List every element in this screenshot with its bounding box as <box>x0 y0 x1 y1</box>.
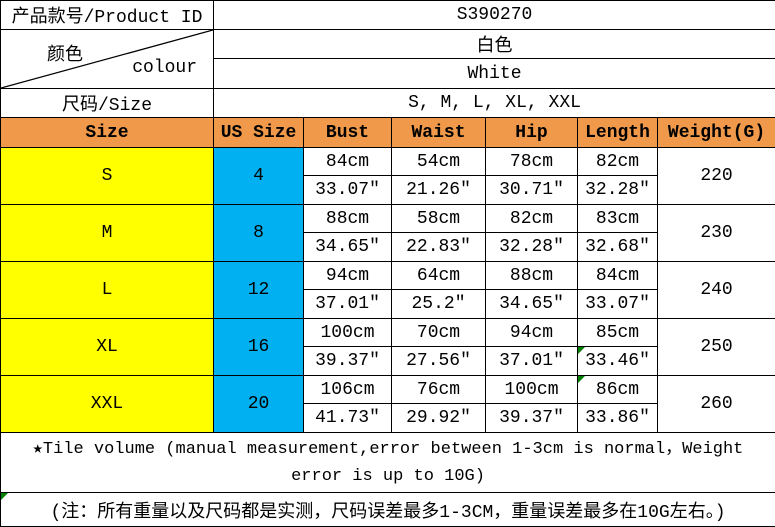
weight-xl: 250 <box>658 319 775 376</box>
color-value-cn: 白色 <box>214 30 775 59</box>
length-in-s: 32.28″ <box>578 176 658 205</box>
waist-cm-m: 58cm <box>392 205 486 233</box>
size-cell-m: M <box>1 205 214 262</box>
waist-cm-xxl: 76cm <box>392 376 486 404</box>
product-id-label: 产品款号/Product ID <box>1 1 214 30</box>
hip-cm-l: 88cm <box>486 262 578 290</box>
waist-in-s: 21.26″ <box>392 176 486 205</box>
column-header-us-size: US Size <box>214 118 304 148</box>
waist-in-xxl: 29.92″ <box>392 404 486 433</box>
weight-m: 230 <box>658 205 775 262</box>
error-indicator-triangle <box>578 376 585 383</box>
column-header-bust: Bust <box>304 118 392 148</box>
bust-cm-s: 84cm <box>304 148 392 176</box>
us-size-cell-xxl: 20 <box>214 376 304 433</box>
waist-cm-l: 64cm <box>392 262 486 290</box>
hip-cm-xxl: 100cm <box>486 376 578 404</box>
product-id-value: S390270 <box>214 1 775 30</box>
length-cm-xxl: 86cm <box>578 376 658 404</box>
column-header-size: Size <box>1 118 214 148</box>
measurement-note-en: ★Tile volume (manual measurement,error b… <box>1 433 775 493</box>
hip-in-m: 32.28″ <box>486 233 578 262</box>
hip-cm-xl: 94cm <box>486 319 578 347</box>
measurement-note-en-line2: error is up to 10G) <box>1 463 775 490</box>
bust-cm-xl: 100cm <box>304 319 392 347</box>
weight-xxl: 260 <box>658 376 775 433</box>
length-in-l: 33.07″ <box>578 290 658 319</box>
column-header-weight: Weight(G) <box>658 118 775 148</box>
length-cm-s: 82cm <box>578 148 658 176</box>
weight-l: 240 <box>658 262 775 319</box>
color-header-cell: 颜色 colour <box>1 30 214 89</box>
us-size-cell-m: 8 <box>214 205 304 262</box>
hip-cm-m: 82cm <box>486 205 578 233</box>
measurement-note-en-line1: ★Tile volume (manual measurement,error b… <box>1 436 775 463</box>
hip-in-xxl: 39.37″ <box>486 404 578 433</box>
size-cell-xl: XL <box>1 319 214 376</box>
hip-cm-s: 78cm <box>486 148 578 176</box>
waist-in-l: 25.2″ <box>392 290 486 319</box>
bust-cm-l: 94cm <box>304 262 392 290</box>
color-value-en: White <box>214 59 775 89</box>
waist-in-m: 22.83″ <box>392 233 486 262</box>
size-list-label: 尺码/Size <box>1 89 214 118</box>
us-size-cell-l: 12 <box>214 262 304 319</box>
waist-cm-s: 54cm <box>392 148 486 176</box>
waist-in-xl: 27.56″ <box>392 347 486 376</box>
waist-cm-xl: 70cm <box>392 319 486 347</box>
length-in-xl: 33.46″ <box>578 347 658 376</box>
column-header-length: Length <box>578 118 658 148</box>
length-cm-xl: 85cm <box>578 319 658 347</box>
column-header-waist: Waist <box>392 118 486 148</box>
bust-in-xxl: 41.73″ <box>304 404 392 433</box>
weight-s: 220 <box>658 148 775 205</box>
length-in-xxl: 33.86″ <box>578 404 658 433</box>
size-list-value: S, M, L, XL, XXL <box>214 89 775 118</box>
length-in-m: 32.68″ <box>578 233 658 262</box>
error-indicator-triangle <box>1 493 8 500</box>
bust-cm-xxl: 106cm <box>304 376 392 404</box>
size-cell-s: S <box>1 148 214 205</box>
size-cell-l: L <box>1 262 214 319</box>
length-cm-m: 83cm <box>578 205 658 233</box>
color-label-en: colour <box>132 58 197 78</box>
color-label-cn: 颜色 <box>47 40 83 66</box>
bust-in-l: 37.01″ <box>304 290 392 319</box>
hip-in-xl: 37.01″ <box>486 347 578 376</box>
size-cell-xxl: XXL <box>1 376 214 433</box>
bust-in-m: 34.65″ <box>304 233 392 262</box>
us-size-cell-xl: 16 <box>214 319 304 376</box>
error-indicator-triangle <box>578 347 585 354</box>
bust-in-xl: 39.37″ <box>304 347 392 376</box>
bust-in-s: 33.07″ <box>304 176 392 205</box>
column-header-hip: Hip <box>486 118 578 148</box>
hip-in-l: 34.65″ <box>486 290 578 319</box>
us-size-cell-s: 4 <box>214 148 304 205</box>
bust-cm-m: 88cm <box>304 205 392 233</box>
hip-in-s: 30.71″ <box>486 176 578 205</box>
measurement-note-cn: (注：所有重量以及尺码都是实测，尺码误差最多1-3CM，重量误差最多在10G左右… <box>1 493 775 527</box>
length-cm-l: 84cm <box>578 262 658 290</box>
